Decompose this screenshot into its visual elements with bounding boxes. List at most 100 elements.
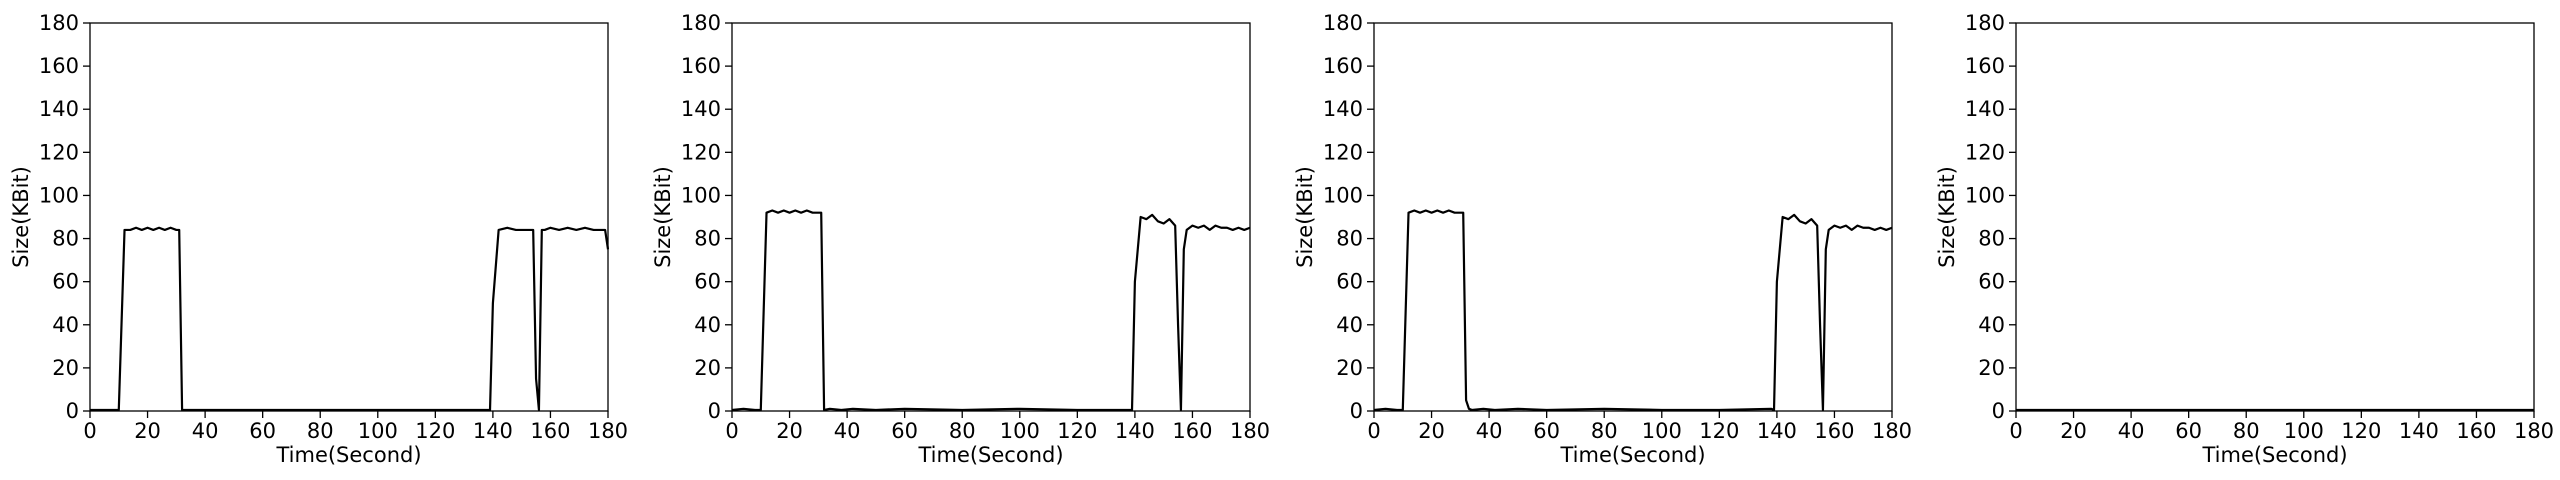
x-tick-label: 160 — [2456, 419, 2496, 443]
x-tick-label: 140 — [1115, 419, 1155, 443]
y-tick-label: 80 — [694, 227, 721, 251]
x-axis-label: Time(Second) — [2201, 443, 2347, 467]
x-tick-label: 100 — [2284, 419, 2324, 443]
x-tick-label: 100 — [1000, 419, 1040, 443]
series-line-1 — [731, 209, 1251, 412]
x-tick-label: 120 — [415, 419, 455, 443]
y-tick-label: 20 — [52, 356, 79, 380]
y-tick-label: 100 — [1965, 183, 2005, 207]
y-tick-label: 100 — [1323, 183, 1363, 207]
y-tick-label: 100 — [39, 183, 79, 207]
y-tick-label: 40 — [694, 313, 721, 337]
x-tick-label: 140 — [473, 419, 513, 443]
series-line-1 — [90, 226, 610, 412]
y-tick-label: 180 — [1965, 11, 2005, 35]
x-tick-label: 80 — [307, 419, 334, 443]
y-tick-label: 120 — [681, 140, 721, 164]
y-tick-label: 60 — [694, 270, 721, 294]
y-axis-label: Size(KBit) — [1935, 166, 1959, 268]
x-tick-label: 80 — [2233, 419, 2260, 443]
y-tick-label: 60 — [52, 270, 79, 294]
y-tick-label: 140 — [39, 97, 79, 121]
x-tick-label: 180 — [2514, 419, 2554, 443]
y-tick-label: 60 — [1978, 270, 2005, 294]
y-tick-label: 120 — [1323, 140, 1363, 164]
x-tick-label: 0 — [2009, 419, 2022, 443]
chart-panel-3: 0 20 40 60 80 100 120 140 160 180 0 20 40 60 80 100 120 1… — [1293, 11, 1912, 467]
x-tick-label: 120 — [1699, 419, 1739, 443]
axes-frame — [1373, 22, 1893, 412]
y-tick-label: 80 — [1336, 227, 1363, 251]
x-tick-label: 120 — [1057, 419, 1097, 443]
y-tick-label: 100 — [681, 183, 721, 207]
y-tick-label: 120 — [39, 140, 79, 164]
y-tick-label: 140 — [1323, 97, 1363, 121]
y-tick-label: 0 — [66, 399, 79, 423]
x-tick-label: 0 — [725, 419, 738, 443]
x-tick-label: 80 — [1591, 419, 1618, 443]
x-tick-label: 80 — [949, 419, 976, 443]
y-tick-label: 160 — [1323, 54, 1363, 78]
x-axis-label: Time(Second) — [275, 443, 421, 467]
y-tick-label: 40 — [1336, 313, 1363, 337]
y-axis-label: Size(KBit) — [9, 166, 33, 268]
x-tick-label: 180 — [588, 419, 628, 443]
x-tick-label: 180 — [1872, 419, 1912, 443]
y-tick-label: 160 — [1965, 54, 2005, 78]
y-tick-label: 160 — [39, 54, 79, 78]
x-tick-label: 60 — [1533, 419, 1560, 443]
chart-panel-2: 0 20 40 60 80 100 120 140 160 180 0 20 40 60 80 100 120 1… — [651, 11, 1270, 467]
x-tick-label: 20 — [2060, 419, 2087, 443]
axes-frame — [89, 22, 609, 412]
x-tick-label: 20 — [776, 419, 803, 443]
y-tick-label: 20 — [1978, 356, 2005, 380]
x-tick-label: 40 — [834, 419, 861, 443]
y-tick-label: 20 — [694, 356, 721, 380]
x-tick-label: 160 — [530, 419, 570, 443]
x-tick-label: 40 — [192, 419, 219, 443]
x-axis-label: Time(Second) — [917, 443, 1063, 467]
y-tick-label: 40 — [1978, 313, 2005, 337]
y-tick-label: 0 — [1992, 399, 2005, 423]
x-tick-label: 20 — [134, 419, 161, 443]
axes-frame — [731, 22, 1251, 412]
y-tick-label: 180 — [681, 11, 721, 35]
x-tick-label: 60 — [891, 419, 918, 443]
x-tick-label: 160 — [1172, 419, 1212, 443]
y-tick-label: 20 — [1336, 356, 1363, 380]
y-tick-label: 180 — [39, 11, 79, 35]
y-tick-label: 0 — [708, 399, 721, 423]
x-tick-label: 100 — [1642, 419, 1682, 443]
y-tick-label: 60 — [1336, 270, 1363, 294]
x-tick-label: 180 — [1230, 419, 1270, 443]
x-tick-label: 0 — [1367, 419, 1380, 443]
y-tick-label: 180 — [1323, 11, 1363, 35]
axes-frame — [2015, 22, 2535, 412]
y-tick-label: 140 — [681, 97, 721, 121]
chart-panel-1: 0 20 40 60 80 100 120 140 160 180 0 20 40 60 80 100 120 1… — [9, 11, 628, 467]
x-axis-label: Time(Second) — [1559, 443, 1705, 467]
chart-panel-4: 0 20 40 60 80 100 120 140 160 180 0 20 40 60 80 100 120 1… — [1935, 11, 2554, 467]
y-tick-label: 160 — [681, 54, 721, 78]
y-tick-label: 80 — [1978, 227, 2005, 251]
y-tick-label: 0 — [1350, 399, 1363, 423]
y-tick-label: 140 — [1965, 97, 2005, 121]
x-tick-label: 40 — [2118, 419, 2145, 443]
x-tick-label: 120 — [2341, 419, 2381, 443]
x-tick-label: 20 — [1418, 419, 1445, 443]
x-tick-label: 0 — [83, 419, 96, 443]
y-tick-label: 120 — [1965, 140, 2005, 164]
x-tick-label: 140 — [2399, 419, 2439, 443]
x-tick-label: 40 — [1476, 419, 1503, 443]
y-axis-label: Size(KBit) — [1293, 166, 1317, 268]
x-tick-label: 140 — [1757, 419, 1797, 443]
x-tick-label: 160 — [1814, 419, 1854, 443]
y-axis-label: Size(KBit) — [651, 166, 675, 268]
x-tick-label: 60 — [249, 419, 276, 443]
y-tick-label: 80 — [52, 227, 79, 251]
x-tick-label: 60 — [2175, 419, 2202, 443]
x-tick-label: 100 — [358, 419, 398, 443]
series-line-1 — [1373, 209, 1893, 412]
